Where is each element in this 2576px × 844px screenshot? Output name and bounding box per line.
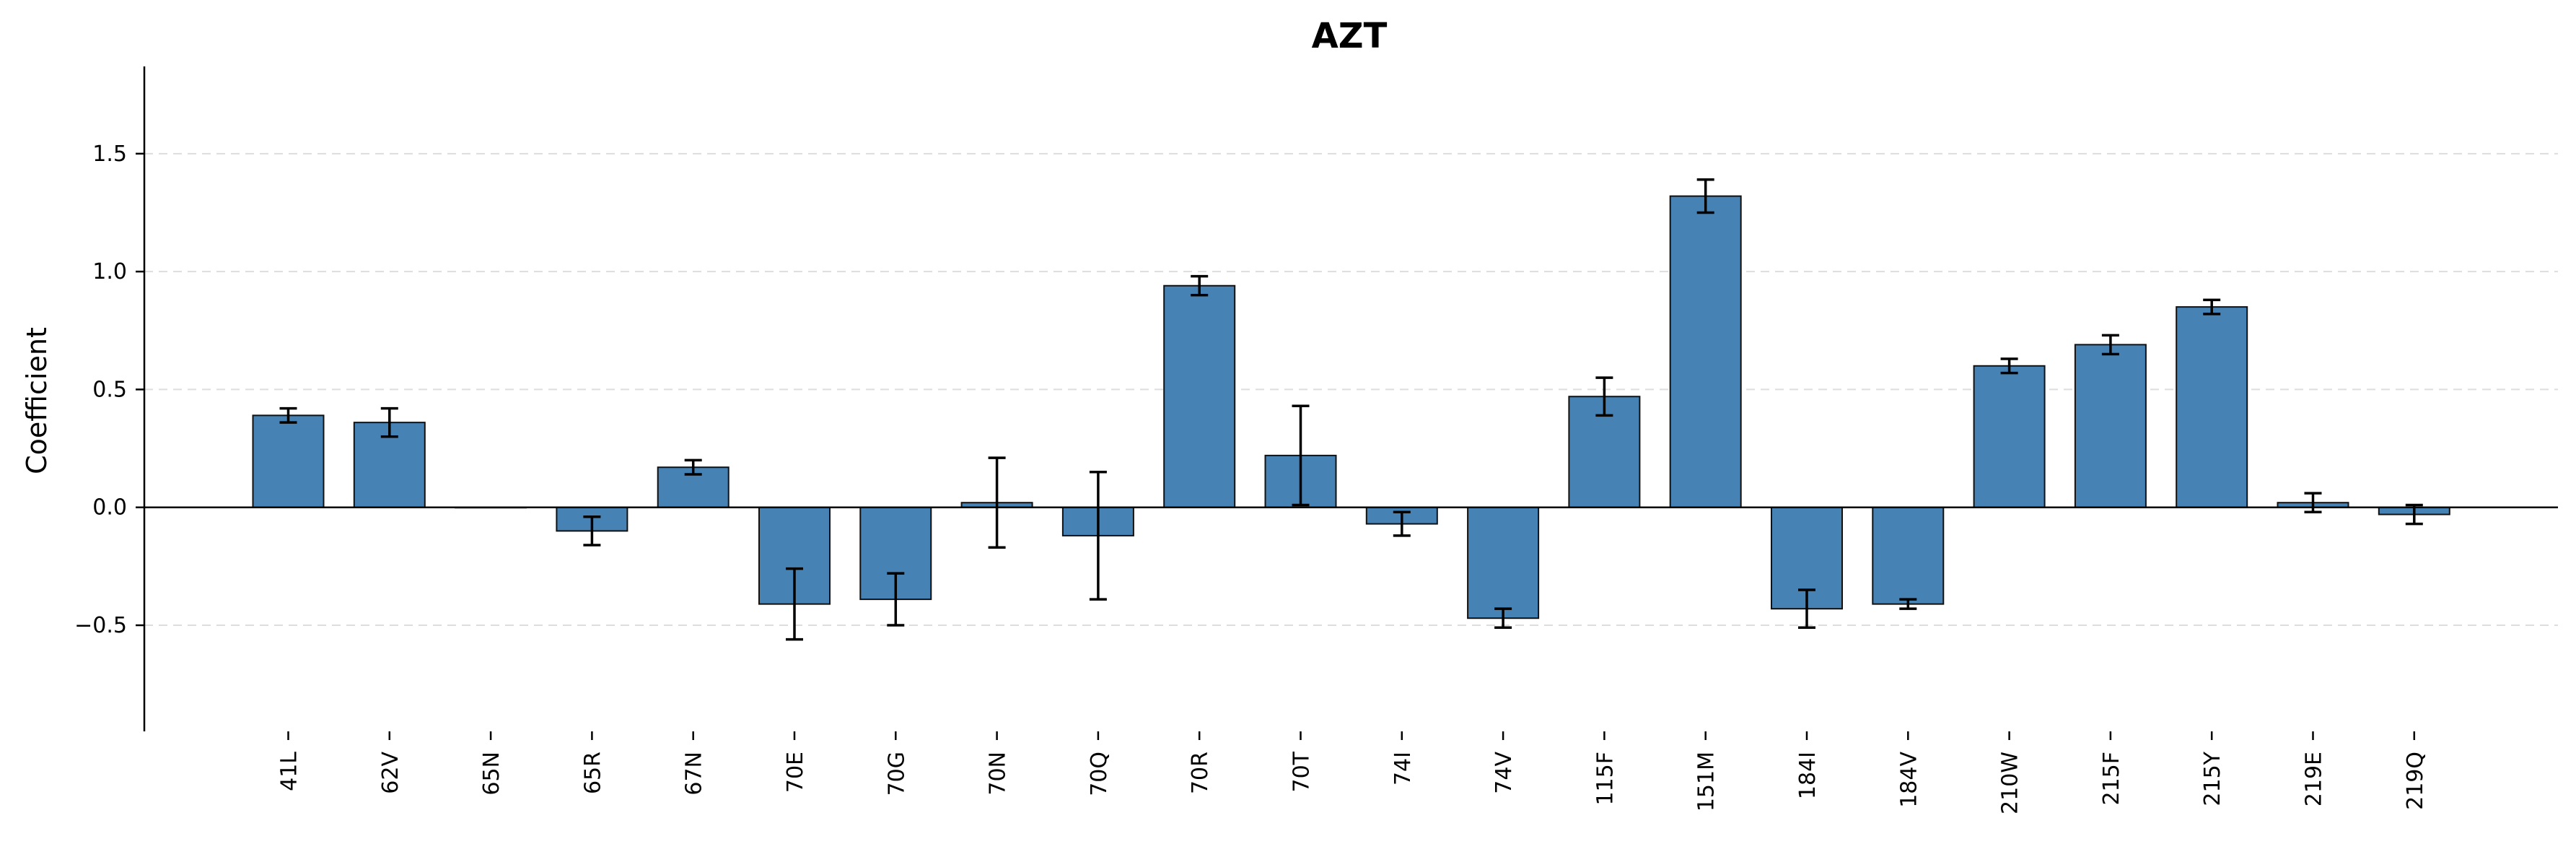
- y-tick-label: 0.5: [92, 377, 127, 402]
- error-bar: [1292, 404, 1310, 507]
- error-bar: [1191, 274, 1209, 297]
- error-bar: [1899, 598, 1917, 610]
- x-tick-label: 219Q: [2403, 752, 2428, 810]
- x-tick-label: 65R: [580, 752, 605, 794]
- error-bars: [279, 178, 2423, 641]
- chart-title: AZT: [1312, 16, 1388, 56]
- y-tick-label: 0.0: [92, 495, 127, 521]
- bar: [1973, 365, 2046, 508]
- error-bar: [1798, 588, 1815, 630]
- x-tick-label: 215Y: [2200, 751, 2225, 806]
- y-axis-label: Coefficient: [21, 327, 53, 474]
- error-bar: [2304, 492, 2322, 514]
- bar: [2074, 344, 2147, 508]
- error-bar: [2000, 357, 2018, 375]
- bar: [1467, 506, 1540, 619]
- x-tick-label: 62V: [378, 752, 403, 794]
- error-bar: [279, 406, 297, 424]
- x-tick-label: 184V: [1896, 752, 1922, 808]
- y-tick-label: 1.0: [92, 259, 127, 284]
- bar: [2176, 306, 2248, 508]
- error-bar: [887, 572, 905, 627]
- x-tick-label: 115F: [1593, 752, 1618, 806]
- x-tick-label: 41L: [277, 752, 302, 791]
- x-tick-label: 70N: [986, 752, 1011, 796]
- x-tick-label: 74I: [1390, 752, 1416, 786]
- error-bar: [1595, 376, 1613, 417]
- bar: [1163, 284, 1236, 508]
- x-tick-label: 151M: [1694, 752, 1719, 812]
- x-tick-label: 210W: [1998, 752, 2023, 814]
- error-bar: [2101, 334, 2119, 356]
- error-bar: [1696, 178, 1714, 214]
- bar: [1669, 195, 1742, 508]
- error-bar: [583, 515, 601, 547]
- x-tick-label: 219E: [2302, 752, 2327, 806]
- x-tick-label: 184I: [1795, 752, 1821, 799]
- error-bar: [1393, 510, 1411, 537]
- x-tick-label: 65N: [479, 752, 504, 796]
- x-tick-label: 70E: [783, 752, 808, 793]
- error-bar: [684, 458, 702, 476]
- x-tick-label: 215F: [2099, 752, 2124, 806]
- y-ticks: −0.5 0.0 0.5 1.0 1.5: [74, 142, 144, 638]
- error-bar: [786, 567, 803, 641]
- axes: [143, 66, 2558, 731]
- x-tick-label: 74V: [1491, 752, 1517, 794]
- y-tick-label: −0.5: [74, 613, 127, 638]
- error-bar: [380, 406, 398, 438]
- grid-lines: [144, 152, 2558, 627]
- y-tick-label: 1.5: [92, 142, 127, 167]
- error-bar: [2203, 298, 2221, 316]
- x-tick-label: 70G: [884, 752, 909, 796]
- error-bar: [1494, 607, 1512, 630]
- bars: [252, 195, 2450, 619]
- x-ticks: 41L 62V 65N 65R 67N 70E 70G 70N 70Q 70R 70T 74I 74V 1…: [277, 731, 2428, 814]
- bar: [1872, 506, 1945, 605]
- x-tick-label: 70T: [1289, 751, 1315, 792]
- x-tick-label: 70R: [1188, 752, 1213, 794]
- bar: [252, 414, 325, 508]
- error-bar: [988, 456, 1006, 549]
- error-bar: [1089, 470, 1107, 601]
- x-tick-label: 70Q: [1087, 752, 1112, 796]
- x-tick-label: 67N: [682, 752, 707, 796]
